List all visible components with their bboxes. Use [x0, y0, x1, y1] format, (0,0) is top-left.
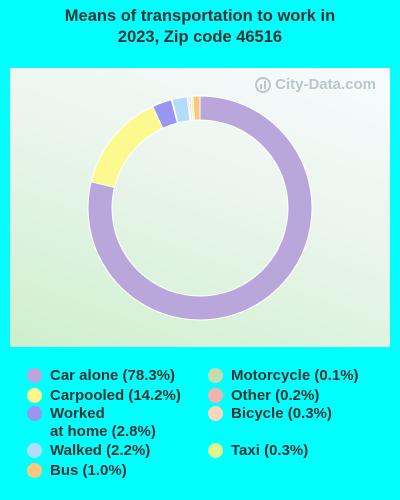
donut-slice[interactable]: [192, 95, 201, 121]
watermark: City-Data.com: [255, 76, 376, 93]
legend-label: Taxi (0.3%): [231, 442, 309, 459]
legend-item: Walked (2.2%): [27, 442, 150, 460]
legend-swatch: [27, 388, 42, 403]
legend-item: Bus (1.0%): [27, 462, 127, 480]
legend-item: Other (0.2%): [208, 387, 319, 405]
legend-label: Walked (2.2%): [50, 442, 151, 459]
legend-label: Bus (1.0%): [50, 462, 127, 479]
legend-label: Motorcycle (0.1%): [231, 367, 359, 384]
legend-label: Carpooled (14.2%): [50, 387, 181, 404]
legend-label: Worked at home (2.8%): [50, 405, 156, 440]
chart-title-line-1: Means of transportation to work in: [64, 7, 336, 25]
donut-slice[interactable]: [87, 95, 313, 321]
legend-label: Other (0.2%): [231, 387, 320, 404]
legend-swatch: [208, 406, 223, 421]
legend-swatch: [27, 368, 42, 383]
legend-item: Carpooled (14.2%): [27, 387, 181, 405]
legend-item: Bicycle (0.3%): [208, 405, 332, 423]
chart-title: Means of transportation to work in 2023,…: [0, 6, 400, 48]
legend-swatch: [27, 463, 42, 478]
legend-item: Taxi (0.3%): [208, 442, 308, 460]
legend-swatch: [208, 388, 223, 403]
legend-swatch: [27, 443, 42, 458]
watermark-text: City-Data.com: [275, 76, 376, 93]
legend-swatch: [208, 443, 223, 458]
legend-item: Car alone (78.3%): [27, 367, 175, 385]
chart-title-line-2: 2023, Zip code 46516: [117, 28, 283, 46]
legend-swatch: [208, 368, 223, 383]
legend-label: Bicycle (0.3%): [231, 405, 332, 422]
legend-item: Motorcycle (0.1%): [208, 367, 359, 385]
legend-item: Worked at home (2.8%): [27, 405, 156, 441]
legend-label: Car alone (78.3%): [50, 367, 176, 384]
legend-swatch: [27, 406, 42, 421]
city-data-logo-icon: [255, 76, 272, 93]
